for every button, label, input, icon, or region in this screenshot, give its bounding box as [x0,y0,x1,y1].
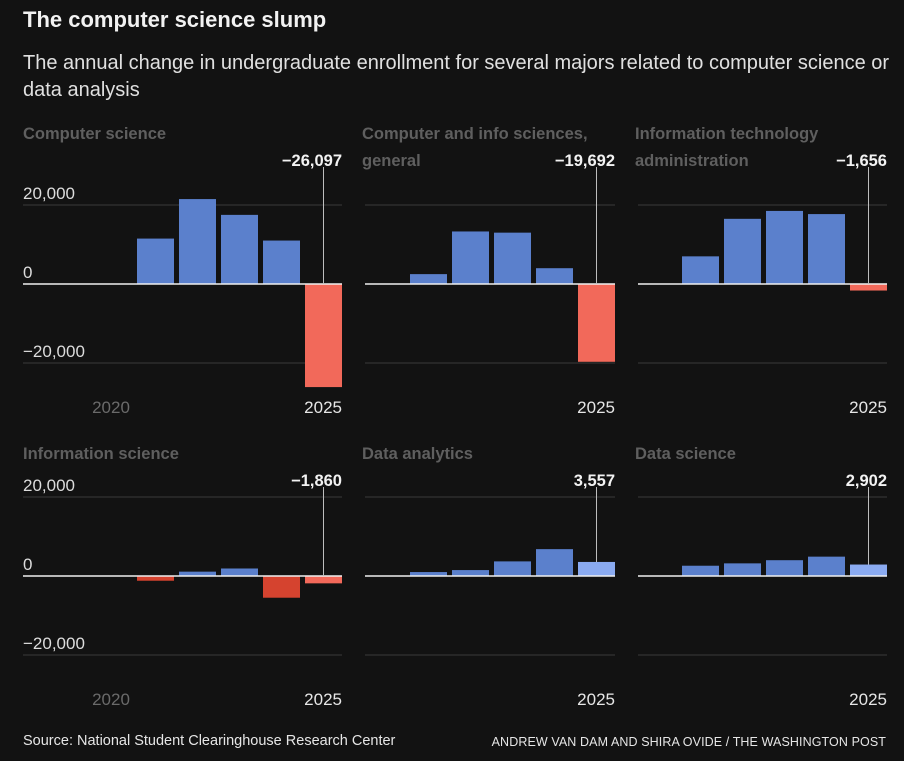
bar-2024 [536,268,573,284]
panel-title: Data science [635,445,736,463]
bar-2025 [578,561,615,576]
y-tick-label: 0 [23,555,32,574]
bar-2023 [221,568,258,576]
x-tick-label-first: 2020 [92,398,130,417]
bar-2024 [808,556,845,576]
bar-2023 [766,560,803,576]
panel-title: Information technology administration [635,125,819,170]
last-value-label: −1,656 [836,152,887,170]
last-value-label: 3,557 [574,472,615,490]
last-value-label: −1,860 [291,472,342,490]
x-tick-label-last: 2025 [304,398,342,417]
bar-2022 [724,563,761,576]
bar-2023 [494,232,531,284]
bar-2022 [452,570,489,576]
source-note: Source: National Student Clearinghouse R… [23,733,396,749]
y-tick-label: 20,000 [23,184,75,203]
bar-2022 [179,199,216,284]
bar-2024 [263,576,300,598]
x-tick-label-last: 2025 [849,690,887,709]
bar-2021 [682,256,719,284]
bar-2025 [305,576,342,584]
last-value-label: −26,097 [282,152,342,170]
x-tick-label-last: 2025 [577,398,615,417]
x-tick-label-last: 2025 [577,690,615,709]
bar-2024 [536,549,573,576]
y-tick-label: −20,000 [23,634,85,653]
panel-title: Information science [23,445,179,463]
x-tick-label-last: 2025 [849,398,887,417]
bar-2024 [808,214,845,284]
bar-2021 [137,576,174,581]
bar-2025 [578,284,615,362]
bar-2022 [452,231,489,284]
bar-2022 [179,571,216,576]
bar-2021 [682,565,719,576]
bar-2024 [263,240,300,284]
bar-2023 [494,561,531,576]
bar-2023 [221,214,258,284]
panel-title: Computer and info sciences, general [362,125,588,170]
y-tick-label: −20,000 [23,342,85,361]
y-tick-label: 20,000 [23,476,75,495]
x-tick-label-first: 2020 [92,690,130,709]
last-value-label: −19,692 [555,152,615,170]
chart-subtitle: The annual change in undergraduate enrol… [23,52,890,101]
bar-2025 [305,284,342,388]
y-tick-label: 0 [23,263,32,282]
bar-2021 [137,238,174,284]
bar-2022 [724,218,761,284]
last-value-label: 2,902 [846,472,887,490]
bar-2023 [766,210,803,284]
credit-line: ANDREW VAN DAM AND SHIRA OVIDE / THE WAS… [491,735,886,749]
bar-2021 [410,572,447,576]
panel-title: Computer science [23,125,166,143]
bar-2025 [850,564,887,576]
x-tick-label-last: 2025 [304,690,342,709]
chart-title: The computer science slump [23,7,327,32]
panel-title: Data analytics [362,445,473,463]
bar-2021 [410,274,447,284]
bar-2025 [850,284,887,291]
